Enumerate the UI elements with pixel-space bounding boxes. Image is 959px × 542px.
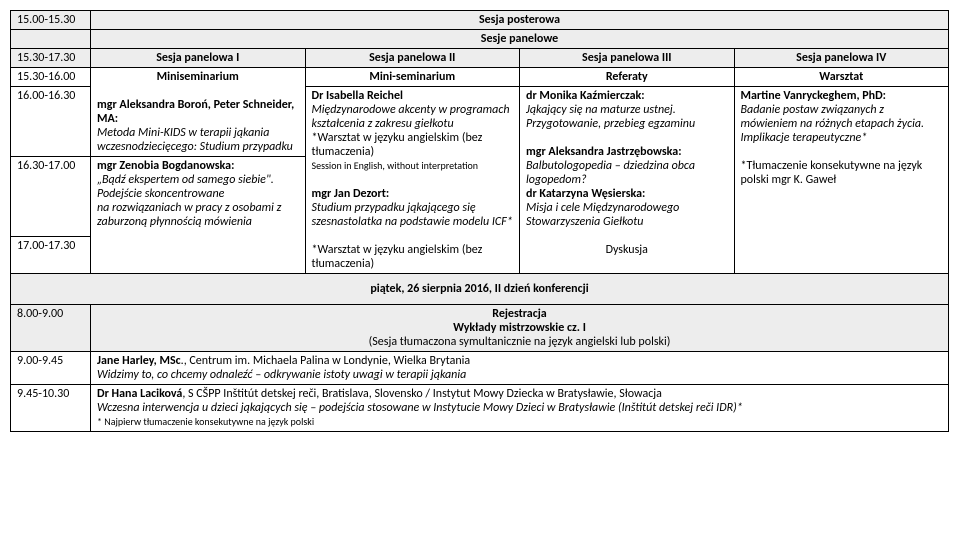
- reg-cell: Rejestracja Wykłady mistrzowskie cz. I (…: [91, 305, 949, 352]
- panel-col-2: Sesja panelowa II: [305, 49, 520, 68]
- r1c3b-author: mgr Aleksandra Jastrzębowska:: [526, 145, 682, 159]
- r1c3a-text: Jąkający się na maturze ustnej. Przygoto…: [526, 103, 695, 131]
- schedule-table: 15.00-15.30 Sesja posterowa Sesje panelo…: [10, 10, 949, 432]
- reg-time: 8.00-9.00: [11, 305, 91, 352]
- lec2-time: 9.45-10.30: [11, 385, 91, 432]
- r2c2-text: Studium przypadku jąkającego się szesnas…: [312, 201, 513, 229]
- lec1-time: 9.00-9.45: [11, 352, 91, 385]
- miniseminar-label: Miniseminarium: [97, 70, 299, 84]
- r1c1-text: Metoda Mini-KIDS w terapii jąkania wczes…: [97, 126, 293, 154]
- panel-col-3: Sesja panelowa III: [520, 49, 735, 68]
- reg-title: Rejestracja: [492, 307, 546, 321]
- reg-sub1: Wykłady mistrzowskie cz. I: [453, 321, 586, 335]
- r1c1-author: mgr Aleksandra Boroń, Peter Schneider, M…: [97, 98, 294, 126]
- sub-c3: Referaty: [520, 68, 735, 87]
- panel-col-4: Sesja panelowa IV: [734, 49, 949, 68]
- r2c3a-text: Misja i cele Międzynarodowego Stowarzysz…: [526, 201, 679, 229]
- r2-time2: 17.00-17.30: [11, 236, 91, 274]
- r1c2-author: Dr Isabella Reichel: [312, 89, 403, 103]
- lec2-cell: Dr Hana Laciková, S CŠPP Inštitút detske…: [91, 385, 949, 432]
- r2c1-text1: „Bądź ekspertem od samego siebie". Podej…: [97, 173, 274, 201]
- lec2-text: Wczesna interwencja u dzieci jąkających …: [97, 401, 743, 415]
- sub-c2: Mini-seminarium: [305, 68, 520, 87]
- lec1-author-rest: ., Centrum im. Michaela Palina w Londyni…: [181, 354, 470, 368]
- lec1-author-bold: Jane Harley, MSc: [97, 354, 181, 368]
- r1-c4: Martine Vanryckeghem, PhD: Badanie posta…: [734, 87, 949, 274]
- r1-time: 16.00-16.30: [11, 87, 91, 157]
- panel-col-1: Sesja panelowa I: [91, 49, 306, 68]
- r1c2-text: Międzynarodowe akcenty w programach kszt…: [312, 103, 510, 131]
- r1c3b-text: Balbutologopedia – dziedzina obca logope…: [526, 159, 695, 187]
- r1c4-note: *Tłumaczenie konsekutywne na język polsk…: [741, 159, 923, 187]
- panel-gap: [11, 30, 91, 49]
- sub-time: 15.30-16.00: [11, 68, 91, 87]
- r2-c1: mgr Zenobia Bogdanowska: „Bądź ekspertem…: [91, 157, 306, 274]
- r2c2-note: *Warsztat w języku angielskim (bez tłuma…: [312, 243, 483, 271]
- r2c3a-author: dr Katarzyna Węsierska:: [526, 187, 645, 201]
- lec2-note: * Najpierw tłumaczenie konsekutywne na j…: [97, 415, 314, 428]
- r2c2-author: mgr Jan Dezort:: [312, 187, 390, 201]
- poster-title: Sesja posterowa: [91, 11, 949, 30]
- day2-title: piątek, 26 sierpnia 2016, II dzień konfe…: [11, 274, 949, 305]
- poster-time: 15.00-15.30: [11, 11, 91, 30]
- reg-sub2: (Sesja tłumaczona symultanicznie na języ…: [369, 335, 671, 349]
- r1-c3: dr Monika Kaźmierczak: Jąkający się na m…: [520, 87, 735, 274]
- r2c1-text2: na rozwiązaniach w pracy z osobami z zab…: [97, 201, 281, 229]
- r1c2-note2: Session in English, without interpretati…: [312, 159, 479, 172]
- r2c1-author: mgr Zenobia Bogdanowska:: [97, 159, 234, 173]
- r1-c2: Dr Isabella Reichel Międzynarodowe akcen…: [305, 87, 520, 274]
- r2-time1: 16.30-17.00: [11, 157, 91, 237]
- r1c3a-author: dr Monika Kaźmierczak:: [526, 89, 645, 103]
- sub-c4: Warsztat: [734, 68, 949, 87]
- r2c3b: Dyskusja: [526, 243, 728, 257]
- r1c2-note1: *Warsztat w języku angielskim (bez tłuma…: [312, 131, 483, 159]
- panel-header: Sesje panelowe: [91, 30, 949, 49]
- sub-c1: Miniseminarium mgr Aleksandra Boroń, Pet…: [91, 68, 306, 157]
- lec2-author-bold: Dr Hana Laciková: [97, 387, 182, 401]
- panel-time: 15.30-17.30: [11, 49, 91, 68]
- r1c4-author: Martine Vanryckeghem, PhD:: [741, 89, 886, 103]
- lec1-text: Widzimy to, co chcemy odnaleźć – odkrywa…: [97, 368, 466, 382]
- lec1-cell: Jane Harley, MSc., Centrum im. Michaela …: [91, 352, 949, 385]
- r1c4-text: Badanie postaw związanych z mówieniem na…: [741, 103, 925, 145]
- lec2-author-rest: , S CŠPP Inštitút detskej reči, Bratisla…: [182, 387, 662, 401]
